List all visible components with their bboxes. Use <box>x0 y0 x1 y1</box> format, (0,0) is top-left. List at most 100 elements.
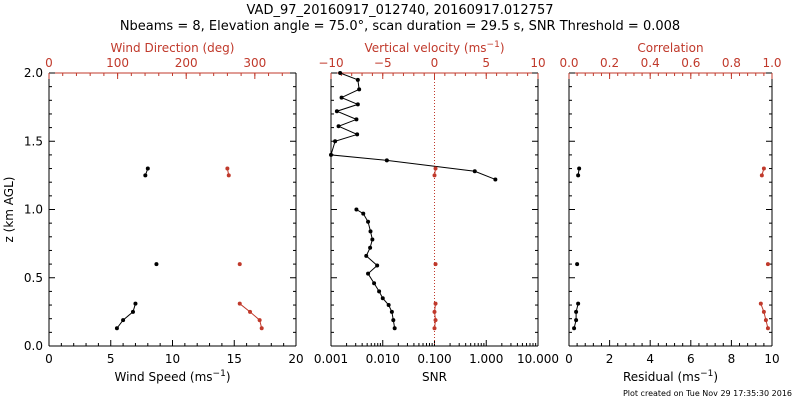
top-tick-label: 0 <box>45 56 53 70</box>
data-point <box>765 262 770 267</box>
data-point <box>765 326 770 331</box>
data-point <box>433 166 438 171</box>
data-point <box>329 152 333 157</box>
data-point <box>130 309 135 314</box>
series-2-top-axis <box>758 166 770 331</box>
x-tick-label: 0 <box>565 352 573 366</box>
data-point <box>576 173 581 178</box>
x-tick-label: 10 <box>165 352 180 366</box>
data-point <box>386 303 391 308</box>
data-point <box>758 301 763 306</box>
data-point <box>432 326 437 331</box>
y-tick-label: 0.5 <box>24 271 43 285</box>
plot-created-note: Plot created on Tue Nov 29 17:35:30 2016 <box>623 389 792 398</box>
data-point <box>368 245 373 250</box>
top-tick-label: −10 <box>318 56 343 70</box>
x-tick-label: 6 <box>687 352 695 366</box>
top-tick-label: 0 <box>431 56 439 70</box>
data-point <box>389 309 394 314</box>
figure-title: VAD_97_20160917_012740, 20160917.012757 <box>247 3 554 18</box>
data-point <box>759 173 764 178</box>
x-tick-label: 5 <box>107 352 115 366</box>
x-axis-label-end: ) <box>226 370 231 384</box>
series-line <box>433 303 437 329</box>
top-tick-label: 0.0 <box>559 56 578 70</box>
y-axis-label: z (km AGL) <box>2 177 16 243</box>
data-point <box>761 166 766 171</box>
data-point <box>334 109 339 114</box>
data-point <box>248 309 253 314</box>
data-point <box>133 301 138 306</box>
data-point <box>574 309 579 314</box>
panel-3: 0 2 4 6 8 10 Residual (ms−1) 0.0 0.2 0.4 0.6 0.8 1.0… <box>559 41 781 384</box>
data-point <box>575 262 580 267</box>
x-tick-label: 20 <box>288 352 303 366</box>
x-tick-label: 0.010 <box>366 352 400 366</box>
data-point <box>380 296 385 301</box>
data-point <box>493 177 498 182</box>
x-tick-label: 0 <box>45 352 53 366</box>
top-tick-label: −5 <box>374 56 392 70</box>
x-axis-label-text: SNR <box>422 370 447 384</box>
data-point <box>432 309 437 314</box>
data-point <box>333 139 338 144</box>
data-point <box>355 102 360 107</box>
data-point <box>366 271 371 276</box>
data-point <box>225 166 230 171</box>
data-point <box>574 318 579 323</box>
data-point <box>432 173 437 178</box>
data-point <box>392 326 397 331</box>
data-point <box>433 262 438 267</box>
data-point <box>237 301 242 306</box>
top-tick-label: 5 <box>482 56 490 70</box>
data-point <box>354 207 359 212</box>
data-point <box>355 132 360 137</box>
data-point <box>338 71 343 75</box>
top-tick-label: 10 <box>530 56 545 70</box>
series-1-bottom-axis <box>329 71 498 331</box>
x-tick-label: 4 <box>646 352 654 366</box>
data-point <box>763 318 768 323</box>
data-point <box>761 309 766 314</box>
x-axis-label-superscript: −1 <box>213 369 226 379</box>
x-tick-label: 15 <box>227 352 242 366</box>
top-tick-label: 0.8 <box>722 56 741 70</box>
data-point <box>237 262 242 267</box>
data-point <box>226 173 231 178</box>
x-tick-label: 0.001 <box>314 352 348 366</box>
data-point <box>391 318 396 323</box>
x-tick-label: 0.100 <box>417 352 451 366</box>
x-tick-label: 10 <box>764 352 779 366</box>
data-point <box>339 95 344 100</box>
top-tick-label: 200 <box>175 56 198 70</box>
top-axis-label-text: Correlation <box>637 41 703 55</box>
series-1-bottom-axis <box>572 166 582 331</box>
top-tick-label: 0.4 <box>641 56 660 70</box>
top-axis-label: Vertical velocity (ms−1) <box>364 40 504 55</box>
data-point <box>259 326 264 331</box>
data-point <box>154 262 159 267</box>
top-tick-label: 1.0 <box>762 56 781 70</box>
top-axis-label-end: ) <box>500 41 505 55</box>
figure-subtitle: Nbeams = 8, Elevation angle = 75.0°, sca… <box>120 19 680 34</box>
y-tick-label: 1.5 <box>24 134 43 148</box>
data-point <box>145 166 150 171</box>
data-point <box>257 318 262 323</box>
series-line <box>330 72 496 180</box>
series-1-bottom-axis <box>114 166 159 331</box>
series-line <box>573 303 579 329</box>
top-tick-label: 100 <box>106 56 129 70</box>
series-2-top-axis <box>225 166 264 331</box>
data-point <box>355 77 360 82</box>
x-axis-label-end: ) <box>713 370 718 384</box>
top-tick-label: 0.6 <box>681 56 700 70</box>
top-axis-label: Correlation <box>637 41 703 55</box>
panel-2: 0.001 0.010 0.100 1.000 10.000 SNR −10 −5 0 5 10 Ve… <box>314 40 559 384</box>
x-axis-label: SNR <box>422 370 447 384</box>
data-point <box>577 166 582 171</box>
x-axis-label-text: Residual (ms <box>623 370 700 384</box>
x-tick-label: 8 <box>728 352 736 366</box>
series-line <box>239 303 263 329</box>
data-point <box>572 326 577 331</box>
